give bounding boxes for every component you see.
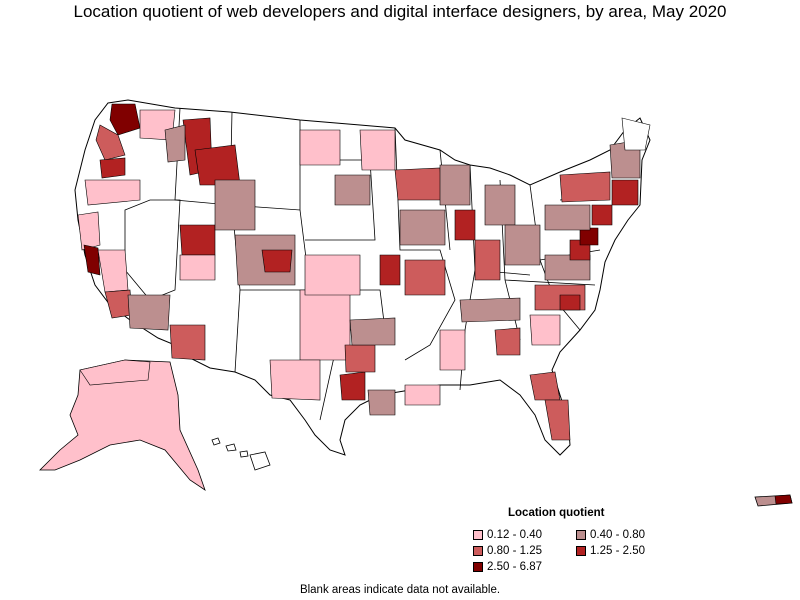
hawaii	[211, 437, 271, 471]
area-kansas	[304, 254, 361, 296]
area-nyc	[591, 204, 613, 226]
area-oklahoma	[349, 317, 396, 346]
area-chicago	[454, 209, 476, 241]
area-utah-south	[179, 254, 216, 281]
area-michigan	[484, 184, 516, 226]
area-wa-west	[95, 124, 126, 161]
area-oregon	[84, 179, 141, 206]
legend-label: 0.12 - 0.40	[487, 529, 542, 541]
area-mn	[359, 129, 396, 171]
legend-item-2-50-6-87: 2.50 - 6.87	[473, 561, 542, 573]
area-wyoming	[214, 179, 256, 231]
area-houston	[367, 389, 396, 416]
area-bay-area	[83, 244, 101, 276]
area-utah	[179, 224, 216, 256]
area-ohio	[504, 224, 541, 266]
area-atlanta	[494, 327, 521, 356]
area-la	[104, 289, 133, 319]
area-louisiana	[404, 384, 441, 406]
area-sc	[529, 314, 561, 346]
area-dallas	[344, 344, 376, 373]
area-raleigh	[559, 294, 581, 311]
map-title: Location quotient of web developers and …	[73, 2, 727, 21]
area-minneapolis	[394, 167, 443, 201]
area-tx-panhandle	[299, 289, 351, 361]
area-phoenix	[169, 324, 206, 361]
area-portland	[99, 157, 126, 179]
footnote: Blank areas indicate data not available.	[299, 584, 501, 596]
legend-swatch	[576, 530, 586, 540]
legend-swatch	[473, 546, 483, 556]
area-montana-west	[164, 124, 186, 163]
area-wisconsin	[439, 164, 471, 206]
area-tx-west	[269, 359, 321, 401]
area-denver	[261, 249, 293, 273]
legend-swatch	[473, 530, 483, 540]
area-boston	[611, 179, 639, 206]
area-iowa	[399, 209, 446, 246]
legend-item-0-12-0-40: 0.12 - 0.40	[473, 529, 542, 541]
legend-label: 0.40 - 0.80	[590, 529, 645, 541]
area-boise	[194, 144, 241, 186]
legend-item-0-40-0-80: 0.40 - 0.80	[576, 529, 645, 541]
area-mississippi	[439, 329, 466, 371]
legend-swatch	[576, 546, 586, 556]
area-sd	[334, 174, 371, 206]
legend-title: Location quotient	[508, 507, 605, 519]
area-florida-n	[529, 371, 561, 401]
alaska	[39, 359, 206, 491]
area-missouri	[404, 259, 446, 296]
area-indiana	[474, 239, 501, 281]
area-norcal	[77, 211, 101, 251]
legend-item-1-25-2-50: 1.25 - 2.50	[576, 545, 645, 557]
area-kansas-city	[379, 254, 401, 286]
alaska-north	[79, 359, 151, 386]
area-florida-s	[544, 399, 571, 441]
area-arizona	[127, 294, 171, 331]
area-austin	[339, 371, 366, 401]
area-maine	[621, 117, 651, 151]
legend-label: 0.80 - 1.25	[487, 545, 542, 557]
legend-swatch	[473, 562, 483, 572]
area-baltimore	[579, 227, 599, 246]
legend-label: 1.25 - 2.50	[590, 545, 645, 557]
area-tennessee	[459, 297, 521, 323]
legend-item-0-80-1-25: 0.80 - 1.25	[473, 545, 542, 557]
puerto-rico-east	[774, 494, 793, 505]
area-new-york	[559, 171, 611, 203]
area-seattle	[109, 103, 141, 136]
legend-label: 2.50 - 6.87	[487, 561, 542, 573]
area-pennsylvania	[544, 204, 591, 231]
shaded-areas	[77, 103, 651, 441]
area-nd	[299, 129, 341, 166]
